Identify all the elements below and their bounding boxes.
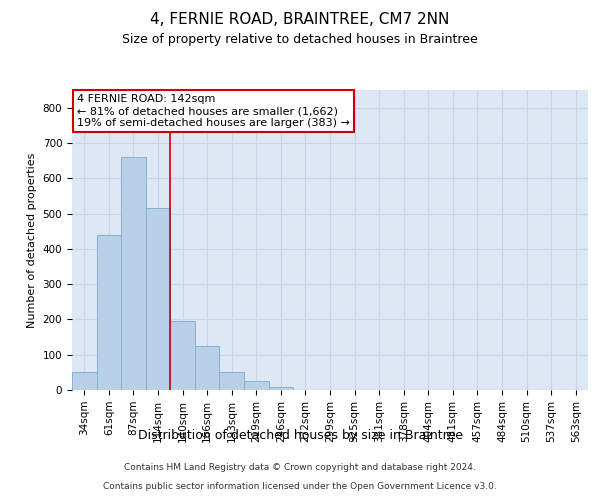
Text: Size of property relative to detached houses in Braintree: Size of property relative to detached ho… [122,32,478,46]
Text: Contains HM Land Registry data © Crown copyright and database right 2024.: Contains HM Land Registry data © Crown c… [124,464,476,472]
Text: 4, FERNIE ROAD, BRAINTREE, CM7 2NN: 4, FERNIE ROAD, BRAINTREE, CM7 2NN [151,12,449,28]
Bar [121,157,146,390]
Bar [72,372,97,390]
Bar [220,372,244,390]
Text: 4 FERNIE ROAD: 142sqm
← 81% of detached houses are smaller (1,662)
19% of semi-d: 4 FERNIE ROAD: 142sqm ← 81% of detached … [77,94,350,128]
Bar [269,387,293,390]
Bar [244,381,269,390]
Y-axis label: Number of detached properties: Number of detached properties [27,152,37,328]
Bar [97,234,121,390]
Bar [195,346,220,390]
Text: Distribution of detached houses by size in Braintree: Distribution of detached houses by size … [137,428,463,442]
Text: Contains public sector information licensed under the Open Government Licence v3: Contains public sector information licen… [103,482,497,491]
Bar [170,321,195,390]
Bar [146,208,170,390]
